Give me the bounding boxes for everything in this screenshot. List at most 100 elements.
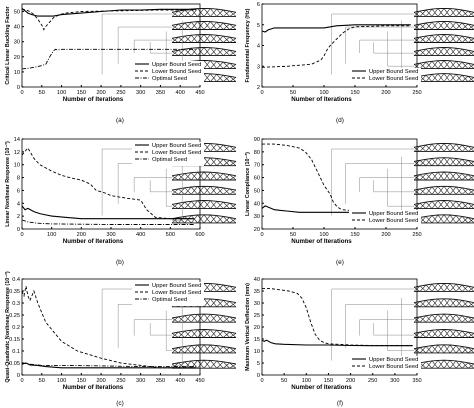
leader-line <box>345 304 414 349</box>
panel-caption: (d) <box>336 117 344 124</box>
leader-line <box>133 39 172 53</box>
x-tick-label: 300 <box>106 232 115 238</box>
x-tick-label: 350 <box>156 90 165 96</box>
leader-line <box>373 180 414 193</box>
x-tick-label: 300 <box>136 378 145 384</box>
truss-illustration <box>413 282 474 292</box>
y-tick-label: 0 <box>17 373 20 379</box>
chart-panel-c: 0 50 100 150 200 250 300 350 400 450 0 0.05 0.1 0.15 0… <box>5 271 237 407</box>
x-tick-label: 400 <box>136 232 145 238</box>
y-tick-label: 5 <box>257 23 260 29</box>
y-tick-label: 70 <box>254 163 260 169</box>
leader-line <box>165 310 172 351</box>
y-tick-label: 10 <box>14 70 20 76</box>
leader-line <box>387 168 414 207</box>
leader-line <box>149 323 172 336</box>
x-axis-label: Number of Iterations <box>291 384 352 391</box>
legend-box <box>132 142 204 166</box>
y-tick-label: 6 <box>257 2 260 8</box>
x-tick-label: 250 <box>412 90 421 96</box>
y-tick-label: 40 <box>254 201 260 207</box>
x-tick-label: 250 <box>116 90 125 96</box>
x-tick-label: 500 <box>166 232 175 238</box>
y-tick-label: 0.15 <box>9 337 20 343</box>
leader-line <box>133 177 172 193</box>
x-tick-label: 450 <box>195 378 204 384</box>
x-tick-label: 200 <box>346 378 355 384</box>
y-tick-label: 30 <box>254 214 260 220</box>
x-tick-label: 200 <box>381 232 390 238</box>
truss-illustration <box>413 329 474 338</box>
truss-illustration <box>171 329 237 338</box>
panel-caption: (f) <box>337 400 343 407</box>
leader-line <box>165 168 172 207</box>
legend-box <box>349 356 421 373</box>
legend-label: Lower Bound Seed <box>152 290 201 296</box>
x-tick-label: 200 <box>381 90 390 96</box>
x-tick-label: 100 <box>57 378 66 384</box>
legend-label: Lower Bound Seed <box>152 69 201 75</box>
truss-illustration <box>413 47 474 57</box>
truss-illustration <box>413 344 474 354</box>
y-tick-label: 12 <box>14 150 20 156</box>
legend-label: Lower Bound Seed <box>369 364 418 370</box>
y-tick-label: 20 <box>254 227 260 233</box>
y-tick-label: 0.35 <box>9 289 20 295</box>
legend-box <box>349 68 421 85</box>
leader-line <box>172 157 183 221</box>
y-tick-label: 60 <box>254 176 260 182</box>
legend-label: Upper Bound Seed <box>369 357 418 363</box>
x-tick-label: 50 <box>39 378 45 384</box>
plot-frame <box>261 138 418 230</box>
leader-line <box>401 298 414 367</box>
truss-illustration <box>413 60 474 70</box>
truss-illustration <box>171 7 237 17</box>
x-tick-label: 400 <box>176 378 185 384</box>
leader-line <box>345 26 414 64</box>
truss-illustration <box>171 344 237 354</box>
leader-line <box>387 31 414 67</box>
legend-box <box>132 61 204 85</box>
legend-label: Lower Bound Seed <box>369 218 418 224</box>
x-tick-label: 50 <box>290 90 296 96</box>
x-tick-label: 450 <box>195 90 204 96</box>
x-tick-label: 200 <box>96 378 105 384</box>
series-line-lower-bound-seed <box>262 288 413 346</box>
y-axis-label: Quasi-Quadratic Nonlinear Response (10⁻³… <box>5 271 11 382</box>
y-tick-label: 25 <box>254 313 260 319</box>
truss-illustration <box>171 34 237 43</box>
x-tick-label: 150 <box>350 90 359 96</box>
y-tick-label: 50 <box>254 188 260 194</box>
truss-illustration <box>413 200 474 210</box>
leader-line <box>345 163 414 204</box>
y-axis-label: Linear Nonlinear Response (10⁻³) <box>5 141 11 227</box>
leader-line <box>117 163 172 204</box>
y-tick-label: 40 <box>14 25 20 31</box>
x-axis-label: Number of Iterations <box>291 96 352 103</box>
series-line-upper-bound-seed <box>261 339 413 347</box>
x-tick-label: 0 <box>20 90 23 96</box>
y-tick-label: 0 <box>17 227 20 233</box>
y-tick-label: 15 <box>254 337 260 343</box>
truss-illustration <box>171 313 237 323</box>
y-tick-label: 0.25 <box>9 313 20 319</box>
truss-illustration <box>413 157 474 167</box>
x-tick-label: 50 <box>39 90 45 96</box>
y-tick-label: 6 <box>17 188 20 194</box>
leader-line <box>117 26 172 64</box>
legend-label: Optimal Seed <box>152 157 187 163</box>
x-tick-label: 0 <box>260 378 263 384</box>
x-tick-label: 350 <box>156 378 165 384</box>
truss-illustration <box>171 359 237 369</box>
leader-line <box>172 298 183 367</box>
leader-line <box>373 323 414 336</box>
x-tick-label: 300 <box>390 378 399 384</box>
y-tick-label: 35 <box>254 289 260 295</box>
leader-line <box>387 310 414 351</box>
y-tick-label: 4 <box>257 44 260 50</box>
truss-illustration <box>413 185 474 195</box>
x-tick-label: 350 <box>412 378 421 384</box>
